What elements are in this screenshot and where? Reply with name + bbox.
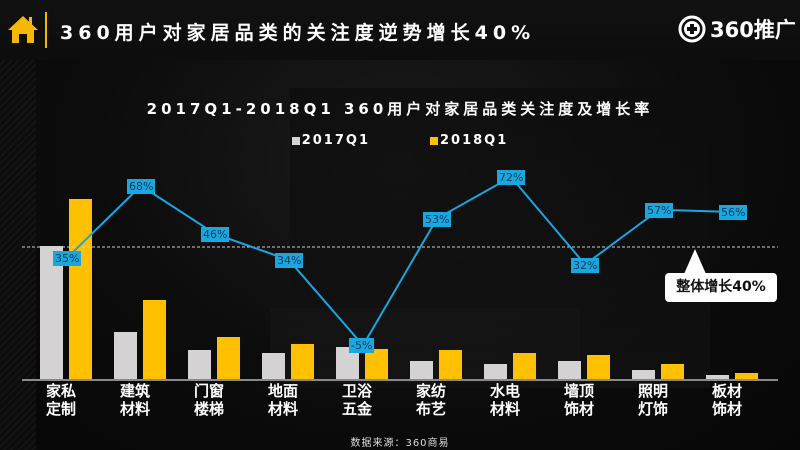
growth-label: 57% <box>645 202 674 218</box>
bar-2017 <box>188 350 211 380</box>
bar-series <box>40 199 758 380</box>
bar-2018 <box>217 337 240 380</box>
bar-2018 <box>365 349 388 380</box>
growth-label: 72% <box>497 170 526 185</box>
legend-swatch-2018 <box>430 136 438 145</box>
home-icon <box>8 16 38 43</box>
bar-2017 <box>558 361 581 380</box>
bar-2017 <box>40 246 63 380</box>
bar-2018 <box>69 199 92 380</box>
growth-label: 56% <box>719 205 748 220</box>
legend-label-2018: 2018Q1 <box>440 133 509 148</box>
background-stripes <box>0 0 36 450</box>
bar-2017 <box>114 332 137 380</box>
growth-label: 46% <box>201 226 230 242</box>
growth-line <box>66 175 734 348</box>
bar-2018 <box>513 353 536 380</box>
growth-label: 53% <box>423 211 452 227</box>
brand-name: 360推广 <box>710 18 796 42</box>
data-source: 数据来源：360商易 <box>350 438 450 449</box>
category-label: 板材 饰材 <box>711 382 742 418</box>
growth-label: 32% <box>571 257 600 273</box>
bar-2017 <box>410 361 433 380</box>
plus-circle-icon <box>678 15 706 43</box>
category-label: 门窗 楼梯 <box>193 382 224 418</box>
chart-legend: 2017Q1 2018Q1 <box>0 133 800 148</box>
legend-item-2018: 2018Q1 <box>430 133 508 148</box>
category-label: 照明 灯饰 <box>637 382 668 418</box>
legend-item-2017: 2017Q1 <box>291 133 370 148</box>
bar-2018 <box>291 344 314 380</box>
page-title: 360用户对家居品类的关注度逆势增长40% <box>60 22 536 44</box>
overall-growth-callout: 整体增长40% <box>665 273 777 302</box>
bar-2018 <box>735 373 758 380</box>
legend-label-2017: 2017Q1 <box>301 133 370 148</box>
growth-label: -5% <box>349 338 375 354</box>
bar-2018 <box>143 300 166 380</box>
callout-pointer <box>684 249 706 274</box>
bar-2017 <box>484 364 507 380</box>
brand: 360推广 <box>678 14 796 44</box>
bar-2018 <box>587 355 610 380</box>
bar-2018 <box>439 350 462 380</box>
header: 360用户对家居品类的关注度逆势增长40% 360推广 <box>0 0 800 60</box>
legend-swatch-2017 <box>291 136 300 145</box>
category-label: 家私 定制 <box>45 382 76 418</box>
bar-2017 <box>706 375 729 380</box>
category-label: 卫浴 五金 <box>341 382 372 418</box>
category-label: 墙顶 饰材 <box>563 382 594 418</box>
category-label: 建筑 材料 <box>119 382 150 418</box>
chart-title: 2017Q1-2018Q1 360用户对家居品类关注度及增长率 <box>146 100 654 118</box>
bar-2017 <box>336 347 359 380</box>
category-label: 家纺 布艺 <box>415 382 446 418</box>
bar-2017 <box>262 353 285 380</box>
category-label: 水电 材料 <box>489 382 520 418</box>
growth-label: 68% <box>127 178 156 194</box>
header-divider <box>45 12 47 48</box>
growth-label: 34% <box>275 253 304 269</box>
growth-label: 35% <box>53 250 82 266</box>
bar-2018 <box>661 364 684 380</box>
category-label: 地面 材料 <box>267 382 298 418</box>
bar-2017 <box>632 370 655 380</box>
